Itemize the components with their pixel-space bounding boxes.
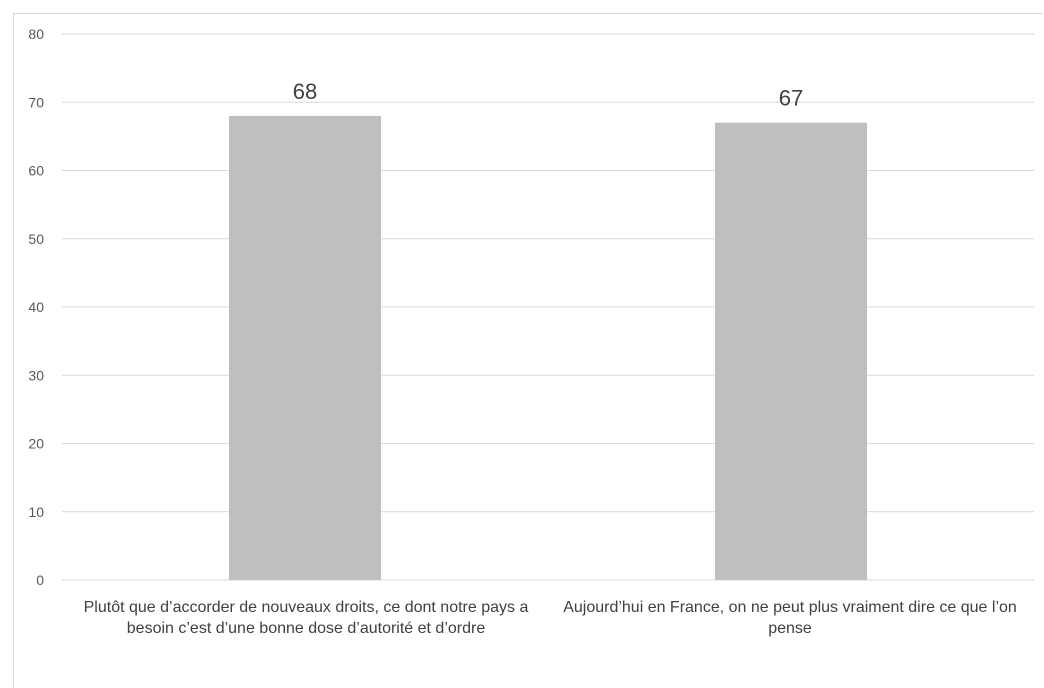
category-label-2: Aujourd’hui en France, on ne peut plus v… [563,599,1017,637]
y-tick-label: 70 [28,94,44,110]
y-axis-ticks: 0 10 20 30 40 50 60 70 80 [28,26,44,588]
y-tick-label: 0 [36,572,44,588]
y-tick-label: 10 [28,504,44,520]
data-label-2: 67 [779,86,803,111]
y-tick-label: 40 [28,299,44,315]
category-label-1: Plutôt que d’accorder de nouveaux droits… [83,599,529,637]
bars [229,115,867,581]
y-tick-label: 30 [28,367,44,383]
gridlines [62,33,1034,581]
bar-1 [229,115,381,581]
data-labels: 68 67 [293,79,803,111]
y-tick-label: 20 [28,436,44,452]
chart-frame [13,13,1043,688]
bar-2 [715,122,867,580]
y-tick-label: 60 [28,163,44,179]
y-tick-label: 80 [28,26,44,42]
data-label-1: 68 [293,79,317,104]
y-tick-label: 50 [28,231,44,247]
